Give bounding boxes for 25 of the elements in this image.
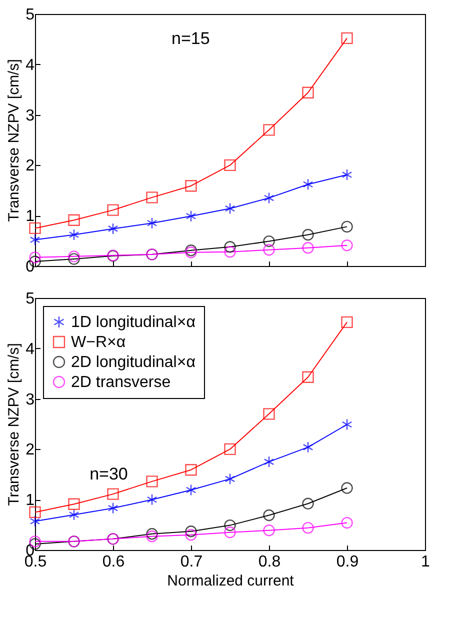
legend-label: W−R×α — [71, 334, 126, 351]
y-tick-label: 4 — [26, 340, 35, 358]
x-tick-label: 0.7 — [180, 554, 203, 570]
x-tick-label: 1 — [421, 554, 430, 570]
y-tick-label: 5 — [26, 6, 35, 24]
y-tick-label: 2 — [26, 442, 35, 459]
y-tick-label: 5 — [26, 290, 35, 308]
x-tick-label: 0.9 — [336, 554, 359, 570]
y-tick-label: 4 — [26, 56, 35, 74]
x-tick-label: 0.8 — [258, 554, 281, 570]
y-tick-label: 3 — [26, 391, 35, 408]
annotation: n=30 — [90, 464, 128, 484]
y-tick-label: 1 — [26, 208, 35, 226]
y-tick-label: 2 — [26, 158, 35, 175]
y-axis-title: Transverse NZPV [cm/s] — [6, 59, 23, 222]
y-tick-label: 0 — [26, 258, 35, 276]
legend-label: 2D transverse — [71, 374, 171, 391]
y-axis-title: Transverse NZPV [cm/s] — [6, 343, 23, 506]
y-tick-label: 3 — [26, 107, 35, 124]
legend-label: 1D longitudinal×α — [71, 314, 196, 331]
x-tick-label: 0.6 — [102, 554, 125, 570]
y-tick-label: 1 — [26, 492, 35, 510]
legend-label: 2D longitudinal×α — [71, 354, 196, 371]
annotation: n=15 — [172, 29, 210, 48]
x-axis-title: Normalized current — [167, 572, 295, 590]
